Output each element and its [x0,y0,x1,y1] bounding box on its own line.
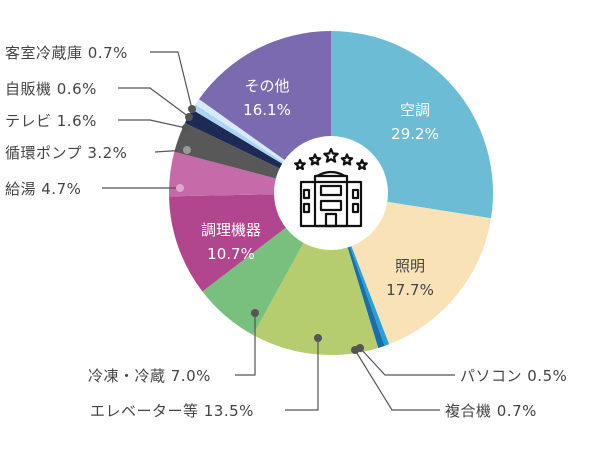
label-name: 空調 [399,101,430,119]
label-hotwater: 給湯 4.7% [5,180,82,198]
label-name: その他 [244,77,290,95]
hotel-icon [294,147,368,228]
label-tv: テレビ 1.6% [5,112,97,130]
slice-label-cooking: 調理機器 10.7% [201,218,261,266]
label-name: 照明 [394,257,425,275]
label-mfp: 複合機 0.7% [445,402,537,420]
star-icon [356,158,368,171]
star-icon [308,153,322,166]
star-icon [323,147,339,163]
label-minibar: 客室冷蔵庫 0.7% [5,44,128,62]
leader-lines [102,51,455,411]
label-pump: 循環ポンプ 3.2% [5,144,128,162]
slice-label-lighting: 照明 17.7% [386,254,434,302]
slice-4 [252,193,379,355]
donut-hole [274,136,388,250]
label-value: 16.1% [243,101,291,119]
label-elevator: エレベーター等 13.5% [90,402,254,420]
star-icon [294,158,306,171]
slice-label-other: その他 16.1% [243,74,291,122]
star-icon [340,153,354,166]
label-value: 17.7% [386,281,434,299]
label-freezer: 冷凍・冷蔵 7.0% [88,367,211,385]
label-name: 調理機器 [200,221,262,239]
label-vending: 自販機 0.6% [5,80,97,98]
leader-dots [176,105,364,354]
label-value: 29.2% [391,125,439,143]
slice-label-aircon: 空調 29.2% [391,98,439,146]
label-value: 10.7% [207,245,255,263]
label-pc: パソコン 0.5% [460,367,568,385]
